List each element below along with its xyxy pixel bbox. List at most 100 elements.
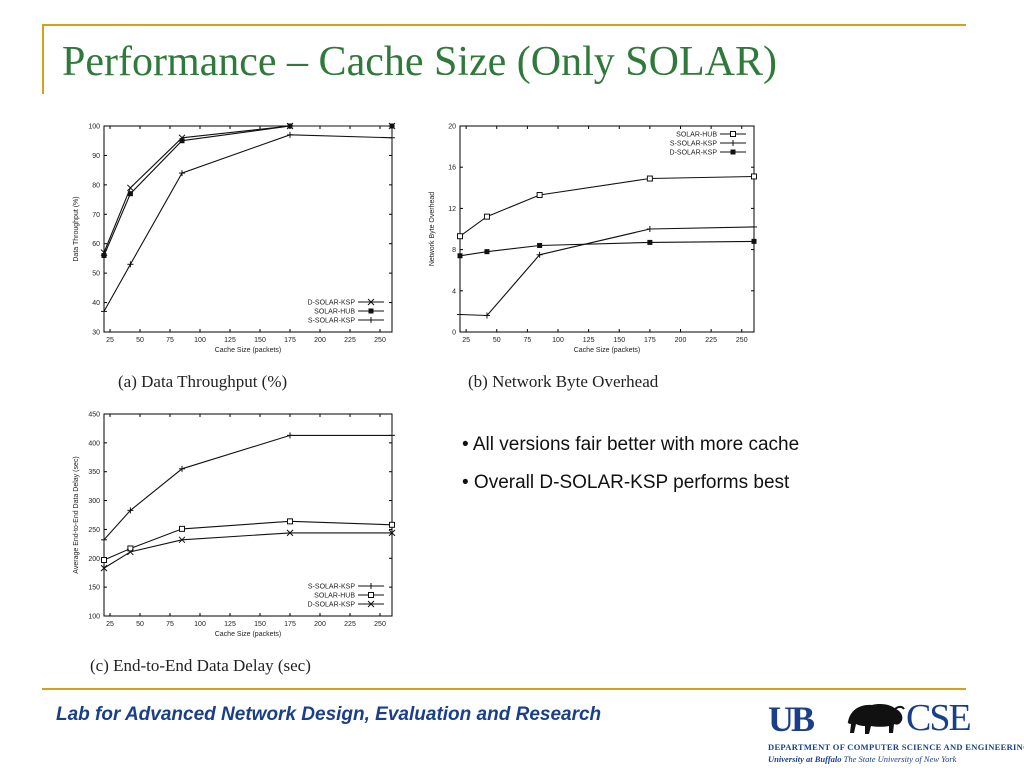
legend-marker-d2	[367, 600, 375, 608]
x-tick-label: 75	[523, 337, 531, 344]
y-tick-label: 400	[88, 440, 100, 447]
y-tick-label: 30	[92, 330, 100, 337]
y-tick-label: 80	[92, 182, 100, 189]
y-tick-label: 8	[452, 247, 456, 254]
data-point-d-solar-ksp-d2	[100, 564, 108, 572]
x-tick-label: 100	[194, 621, 206, 628]
data-point-s-solar-ksp	[101, 536, 107, 543]
plot-frame	[459, 125, 755, 333]
x-tick-label: 75	[166, 337, 174, 344]
data-point-d-solar-ksp-d2	[127, 548, 134, 556]
y-tick-label: 40	[92, 300, 100, 307]
legend-marker	[368, 308, 374, 314]
data-point-solar-hub	[287, 518, 293, 525]
data-point-solar-hub	[536, 192, 543, 199]
plot-frame	[103, 125, 393, 333]
x-tick-label: 175	[284, 337, 296, 344]
data-point-d-solar-ksp	[388, 529, 396, 537]
data-point-s-solar-ksp	[179, 465, 185, 472]
university-name-bold: University at Buffalo	[768, 754, 842, 764]
data-point-s-solar-ksp	[457, 311, 463, 318]
data-point-d-solar-ksp	[751, 238, 757, 244]
series-line-solar-hub	[103, 125, 392, 256]
x-tick-label: 75	[166, 621, 174, 628]
data-point-d-solar-ksp	[127, 548, 134, 556]
x-tick-label: 225	[344, 621, 356, 628]
legend-label: D-SOLAR-KSP	[308, 602, 356, 609]
legend-label: SOLAR-HUB	[314, 593, 355, 600]
data-point-d-solar-ksp-d2	[127, 184, 134, 192]
footer-rule	[42, 688, 966, 690]
legend-label: S-SOLAR-KSP	[308, 584, 355, 591]
legend-marker	[368, 592, 374, 598]
legend-label: D-SOLAR-KSP	[308, 300, 356, 307]
data-point-s-solar-ksp	[389, 432, 395, 439]
x-tick-label: 50	[136, 621, 144, 628]
x-axis-title: Cache Size (packets)	[215, 631, 282, 638]
data-point-s-solar-ksp	[127, 507, 134, 514]
y-tick-label: 4	[452, 288, 456, 295]
x-tick-label: 100	[552, 337, 564, 344]
chart-b-caption: (b) Network Byte Overhead	[468, 372, 659, 391]
x-tick-label: 175	[644, 337, 656, 344]
x-tick-label: 200	[675, 337, 687, 344]
series-line-d-solar-ksp	[459, 240, 755, 257]
title-left-rule	[42, 24, 44, 94]
data-point-solar-hub	[389, 123, 395, 129]
ub-logo-text: UB	[768, 699, 815, 739]
y-tick-label: 16	[448, 165, 456, 172]
data-point-s-solar-ksp	[646, 226, 653, 232]
data-point-d-solar-ksp-d2	[388, 529, 396, 537]
top-rule	[42, 24, 966, 26]
x-tick-label: 150	[254, 621, 266, 628]
x-tick-label: 125	[224, 337, 236, 344]
data-point-s-solar-ksp	[751, 223, 757, 230]
legend-marker	[730, 140, 736, 146]
legend-marker	[367, 298, 375, 306]
x-tick-label: 250	[374, 337, 386, 344]
y-tick-label: 60	[92, 241, 100, 248]
y-tick-label: 100	[88, 614, 100, 621]
series-line-d-solar-ksp	[103, 532, 392, 569]
legend-marker	[730, 131, 736, 137]
x-tick-label: 200	[314, 337, 326, 344]
legend-label: S-SOLAR-KSP	[308, 318, 355, 325]
y-tick-label: 350	[88, 469, 100, 476]
data-point-d-solar-ksp	[100, 564, 108, 572]
chart-end-to-end-delay: 25 50 75 100 125 150 175 200 225 250 100 150 200 250 3…	[60, 404, 400, 649]
slide-title: Performance – Cache Size (Only SOLAR)	[62, 39, 777, 85]
y-tick-label: 90	[92, 153, 100, 160]
x-tick-label: 50	[493, 337, 501, 344]
legend-marker	[367, 600, 375, 608]
x-tick-label: 50	[136, 337, 144, 344]
y-tick-label: 12	[448, 206, 456, 213]
chart-c-caption: (c) End-to-End Data Delay (sec)	[90, 656, 311, 675]
y-axis-title: Average End-to-End Data Delay (sec)	[73, 456, 80, 573]
legend-label: SOLAR-HUB	[314, 309, 355, 316]
x-tick-label: 25	[106, 621, 114, 628]
chart-a-caption: (a) Data Throughput (%)	[118, 372, 288, 391]
x-tick-label: 225	[705, 337, 717, 344]
y-axis-title: Network Byte Overhead	[429, 192, 436, 266]
data-point-solar-hub	[646, 175, 653, 182]
department-name: DEPARTMENT OF COMPUTER SCIENCE AND ENGIN…	[768, 742, 1024, 752]
legend-marker	[368, 317, 374, 323]
data-point-solar-hub	[127, 191, 133, 197]
x-tick-label: 250	[736, 337, 748, 344]
data-point-solar-hub	[179, 525, 185, 532]
data-point-s-solar-ksp	[179, 170, 185, 177]
x-tick-label: 175	[284, 621, 296, 628]
buffalo-icon	[844, 700, 906, 745]
bullet-item: • Overall D-SOLAR-KSP performs best	[462, 472, 790, 493]
y-axis-title: Data Throughput (%)	[73, 196, 80, 261]
legend-label: S-SOLAR-KSP	[670, 141, 717, 148]
chart-data-throughput: 25 50 75 100 125 150 175 200 225 250 30 40 50 60 70 80 9…	[60, 114, 400, 364]
legend-marker-d2	[367, 298, 375, 306]
data-point-s-solar-ksp	[287, 131, 293, 138]
data-point-solar-hub	[101, 557, 107, 564]
bullet-item: • All versions fair better with more cac…	[462, 434, 800, 455]
series-line-solar-hub	[103, 520, 393, 561]
x-tick-label: 150	[254, 337, 266, 344]
legend-marker	[368, 583, 374, 589]
y-tick-label: 300	[88, 498, 100, 505]
